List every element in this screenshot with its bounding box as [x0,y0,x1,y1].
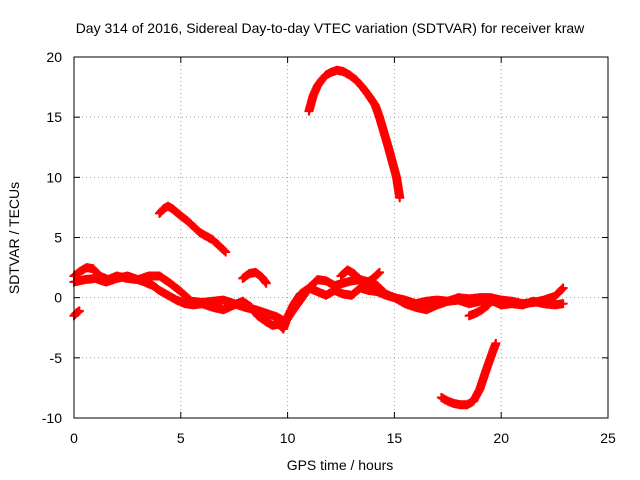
x-tick-label: 15 [387,430,403,446]
y-axis-label: SDTVAR / TECUs [6,182,22,294]
y-tick-label: 15 [46,109,62,125]
gridlines [74,57,608,418]
series-arc-4 [154,201,231,257]
data-point [558,299,568,309]
data-point [261,278,271,288]
series-arc-7 [336,265,384,288]
data-point [74,306,84,316]
data-points [69,65,568,410]
data-point [395,193,405,203]
chart-title: Day 314 of 2016, Sidereal Day-to-day VTE… [76,20,585,36]
x-tick-label: 25 [600,430,616,446]
y-tick-label: -5 [50,350,63,366]
x-tick-label: 0 [70,430,78,446]
x-axis-label: GPS time / hours [287,457,394,473]
series-arc-3 [69,271,568,334]
x-tick-label: 20 [493,430,509,446]
data-point [374,267,384,277]
data-point [557,284,567,294]
x-tick-label: 5 [177,430,185,446]
data-point [373,269,383,279]
data-point [221,247,231,257]
axes: 0 5 10 15 20 25 -10 -5 0 5 10 15 20 [42,49,616,446]
series-arc-1 [69,306,84,321]
data-point [483,300,493,310]
series-arc-5 [238,267,271,288]
series-arc-6 [304,65,405,203]
x-tick-label: 10 [280,430,296,446]
data-point [219,246,229,256]
y-tick-label: 10 [46,169,62,185]
series-arc-8 [436,338,501,410]
y-tick-label: -10 [42,410,62,426]
series-arc-9 [464,300,493,321]
y-tick-label: 5 [54,230,62,246]
data-point [558,283,568,293]
y-tick-label: 20 [46,49,62,65]
data-point [491,338,501,348]
y-tick-label: 0 [54,290,62,306]
